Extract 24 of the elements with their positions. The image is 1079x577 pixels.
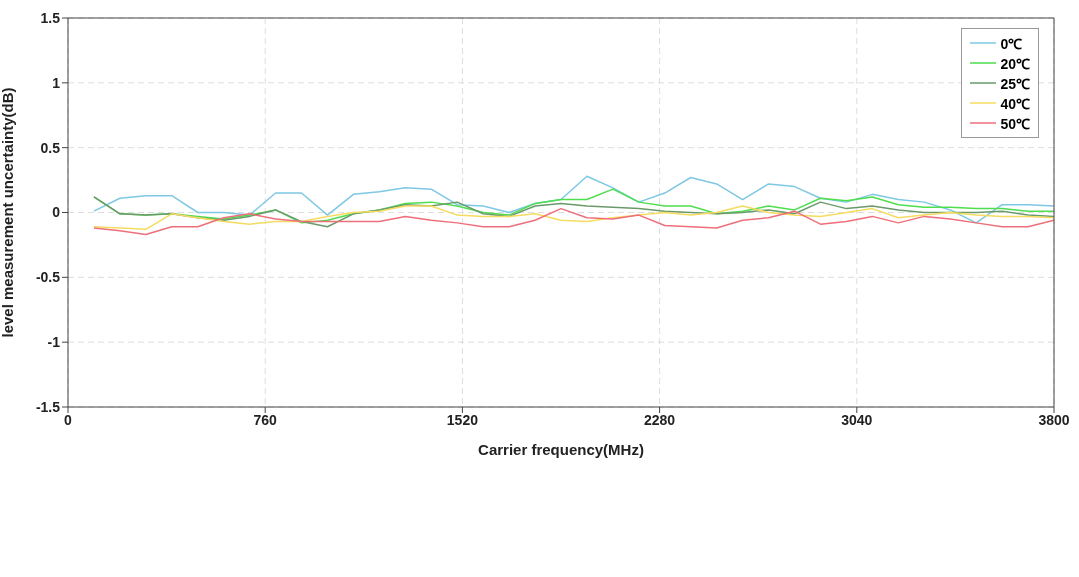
y-tick-label: -1.5 bbox=[35, 398, 61, 415]
x-tick-label: 760 bbox=[253, 411, 278, 428]
x-axis-title: Carrier frequency(MHz) bbox=[478, 441, 644, 458]
line-series bbox=[93, 205, 1054, 231]
line-series bbox=[93, 207, 1054, 236]
line-series bbox=[93, 175, 1054, 224]
y-tick-label: -1 bbox=[47, 334, 61, 351]
y-tick-label: 0 bbox=[52, 204, 61, 221]
legend-label: 20℃ bbox=[1000, 54, 1030, 73]
y-tick-label: 0.5 bbox=[40, 139, 61, 156]
y-axis-title: level measurement uncertainty(dB) bbox=[0, 87, 17, 338]
x-tick-label: 3040 bbox=[841, 411, 873, 428]
legend-label: 50℃ bbox=[1000, 114, 1030, 133]
y-tick-label: -0.5 bbox=[35, 269, 61, 286]
legend-label: 0℃ bbox=[1000, 34, 1023, 53]
line-series bbox=[93, 196, 1054, 228]
legend-label: 25℃ bbox=[1000, 74, 1030, 93]
x-tick-label: 3800 bbox=[1038, 411, 1070, 428]
x-tick-label: 2280 bbox=[644, 411, 676, 428]
x-tick-label: 0 bbox=[64, 411, 73, 428]
x-tick-label: 1520 bbox=[446, 411, 479, 428]
y-tick-label: 1.5 bbox=[40, 9, 61, 26]
y-tick-label: 1 bbox=[52, 74, 61, 91]
legend-label: 40℃ bbox=[1000, 94, 1030, 113]
